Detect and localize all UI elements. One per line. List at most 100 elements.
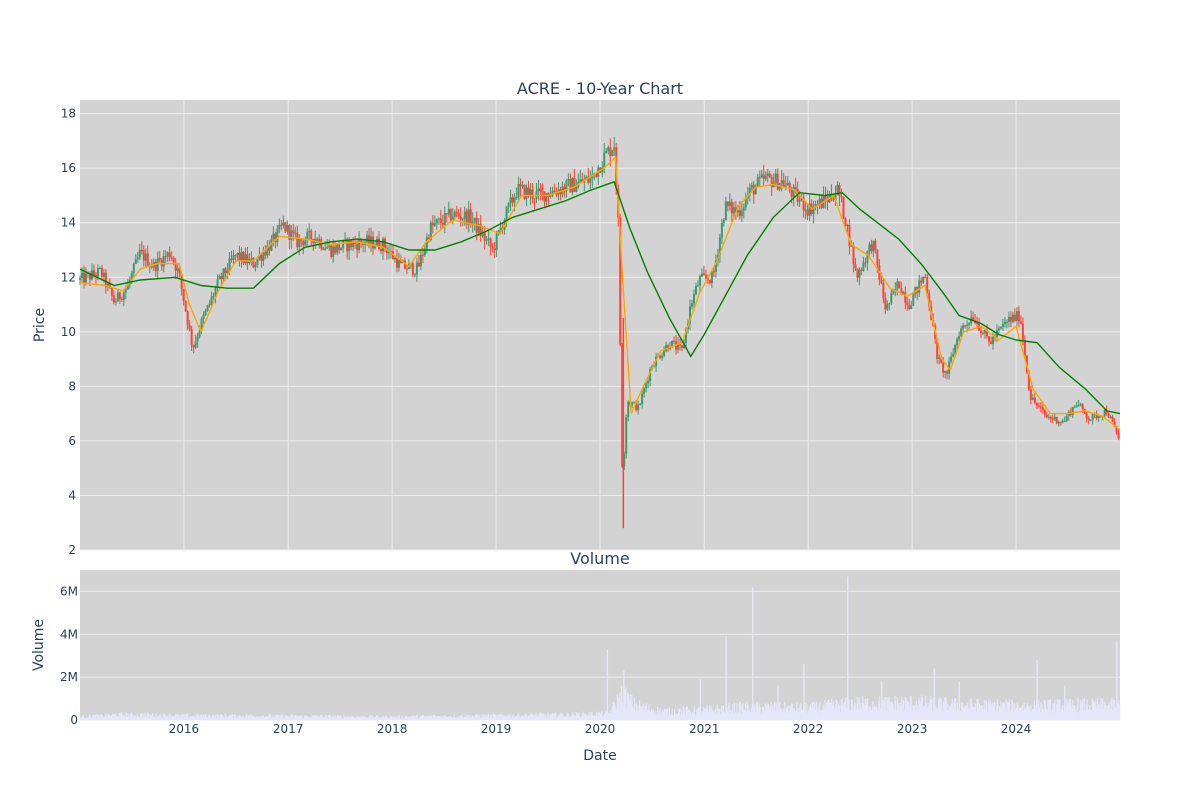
candle-body	[645, 383, 648, 389]
volume-bar	[522, 716, 524, 720]
candle-body	[844, 218, 847, 226]
candle-body	[479, 224, 482, 236]
candle-body	[232, 255, 235, 260]
volume-bar	[324, 716, 326, 720]
volume-bar	[160, 716, 162, 720]
candle-body	[605, 150, 608, 153]
price-y-tick-label: 6	[68, 434, 76, 448]
volume-bar	[651, 711, 653, 720]
volume-bar	[441, 718, 443, 720]
volume-bar	[777, 685, 779, 720]
candle-body	[868, 244, 871, 252]
volume-bar	[1093, 701, 1095, 720]
volume-bar	[795, 710, 797, 720]
candle-body	[242, 251, 245, 264]
volume-bar	[307, 716, 309, 720]
volume-bar	[346, 718, 349, 720]
volume-bar	[630, 703, 632, 720]
candle-body	[1103, 410, 1106, 417]
volume-bar	[1035, 710, 1037, 720]
candle-body	[186, 311, 189, 325]
candle-body	[744, 198, 747, 208]
volume-bar	[728, 702, 730, 720]
volume-bar	[966, 705, 968, 720]
volume-bar	[319, 716, 321, 720]
volume-bar	[616, 694, 618, 720]
volume-bar	[603, 713, 606, 720]
volume-bar	[450, 716, 452, 720]
volume-bar	[147, 713, 149, 720]
volume-bar	[507, 714, 509, 720]
candle-body	[984, 329, 987, 334]
volume-bar	[1003, 703, 1005, 720]
candle-body	[756, 177, 759, 187]
x-tick-label: 2018	[377, 722, 408, 736]
volume-bar	[380, 717, 383, 720]
volume-bar	[758, 703, 760, 720]
volume-bar	[867, 710, 870, 720]
volume-bar	[454, 717, 456, 720]
volume-bar	[844, 697, 847, 720]
volume-bar	[151, 715, 153, 720]
candle-body	[114, 301, 117, 303]
volume-bar	[82, 715, 85, 720]
candle-body	[348, 240, 351, 252]
volume-bar	[1025, 707, 1027, 720]
volume-bar	[122, 714, 125, 720]
candle-body	[730, 201, 733, 214]
volume-bar	[916, 705, 918, 720]
volume-bar	[426, 716, 428, 720]
volume-bar	[1096, 708, 1098, 720]
volume-bar	[877, 710, 879, 720]
volume-bar	[539, 713, 541, 720]
candle-body	[886, 303, 889, 310]
volume-bar	[1043, 699, 1046, 720]
candle-body	[627, 401, 630, 418]
volume-bar	[1085, 704, 1087, 720]
candle-body	[517, 184, 520, 198]
volume-bar	[126, 713, 128, 720]
volume-bar	[469, 717, 472, 720]
candle-body	[848, 224, 851, 247]
volume-bar	[138, 716, 140, 720]
candle-body	[762, 174, 765, 180]
candle-body	[760, 174, 763, 178]
volume-bar	[244, 717, 246, 720]
candle-body	[1027, 372, 1030, 390]
volume-bar	[1061, 705, 1064, 720]
candle-body	[950, 356, 953, 362]
volume-bar	[976, 698, 978, 720]
volume-bar	[665, 708, 667, 720]
candle-body	[836, 184, 839, 195]
volume-bar	[1102, 698, 1104, 720]
volume-bar	[1069, 699, 1071, 720]
volume-bar	[767, 703, 769, 720]
candle-body	[258, 255, 261, 260]
volume-bar	[258, 717, 261, 720]
volume-bar	[232, 714, 234, 720]
volume-bar	[253, 716, 255, 720]
volume-bar	[778, 711, 780, 720]
candle-body	[166, 252, 169, 257]
candle-body	[1091, 414, 1094, 420]
volume-bar	[556, 717, 559, 720]
volume-bar	[1079, 700, 1082, 720]
volume-bar	[439, 717, 442, 720]
volume-bar	[165, 717, 167, 720]
volume-bar	[827, 699, 829, 720]
candle-body	[944, 371, 947, 373]
candle-body	[362, 242, 365, 245]
volume-bar	[972, 706, 974, 720]
volume-bar	[957, 708, 959, 720]
volume-bar	[774, 711, 777, 720]
volume-bar	[386, 716, 388, 720]
candle-body	[136, 257, 139, 260]
candle-body	[1117, 432, 1120, 439]
volume-bar	[791, 703, 793, 720]
volume-bar	[587, 715, 589, 720]
volume-bar	[762, 706, 764, 720]
volume-bar	[719, 708, 721, 720]
volume-bar	[926, 702, 928, 720]
candle-body	[224, 268, 227, 274]
